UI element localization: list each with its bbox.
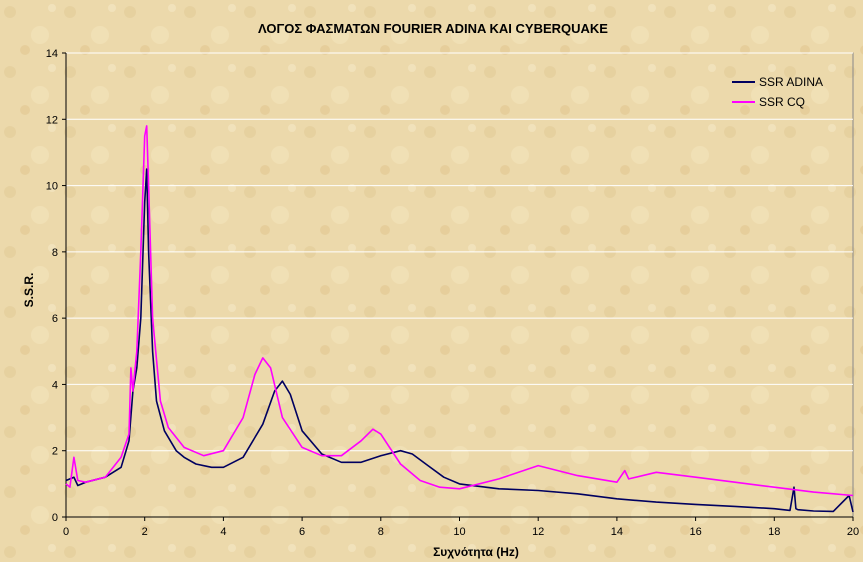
x-tick-label: 8 — [378, 526, 384, 538]
chart-title: ΛΟΓΟΣ ΦΑΣΜΑΤΩΝ FOURIER ADINA ΚΑΙ CYBERQU… — [258, 21, 608, 36]
x-tick-label: 6 — [299, 526, 305, 538]
series-line-0 — [65, 168, 854, 513]
legend-label-ssr-adina: SSR ADINA — [759, 75, 823, 89]
y-tick-label: 12 — [46, 114, 58, 126]
x-tick-labels: 0 2 4 6 8 10 12 14 16 18 20 — [63, 526, 859, 538]
y-tick-label: 8 — [52, 247, 58, 259]
y-tick-label: 2 — [52, 446, 58, 458]
x-axis-label: Συχνότητα (Hz) — [433, 545, 519, 559]
y-tick-label: 4 — [52, 379, 58, 391]
x-tick-label: 14 — [611, 526, 623, 538]
x-tick-label: 10 — [453, 526, 465, 538]
x-tick-label: 2 — [142, 526, 148, 538]
y-tick-label: 10 — [46, 181, 58, 193]
y-tick-labels: 0 2 4 6 8 10 12 14 — [46, 48, 58, 524]
series-line-1 — [65, 125, 854, 497]
axes — [62, 52, 854, 521]
x-tick-label: 20 — [847, 526, 859, 538]
x-tick-label: 16 — [689, 526, 701, 538]
y-tick-label: 14 — [46, 48, 58, 60]
x-tick-label: 18 — [768, 526, 780, 538]
x-tick-label: 4 — [220, 526, 226, 538]
legend: SSR ADINA SSR CQ — [732, 75, 823, 109]
x-tick-label: 0 — [63, 526, 69, 538]
legend-label-ssr-cq: SSR CQ — [759, 95, 805, 109]
y-tick-label: 0 — [52, 512, 58, 524]
y-tick-label: 6 — [52, 313, 58, 325]
y-axis-label: S.S.R. — [22, 273, 36, 308]
x-tick-label: 12 — [532, 526, 544, 538]
grid-lines — [66, 52, 853, 452]
series-lines — [65, 125, 854, 513]
